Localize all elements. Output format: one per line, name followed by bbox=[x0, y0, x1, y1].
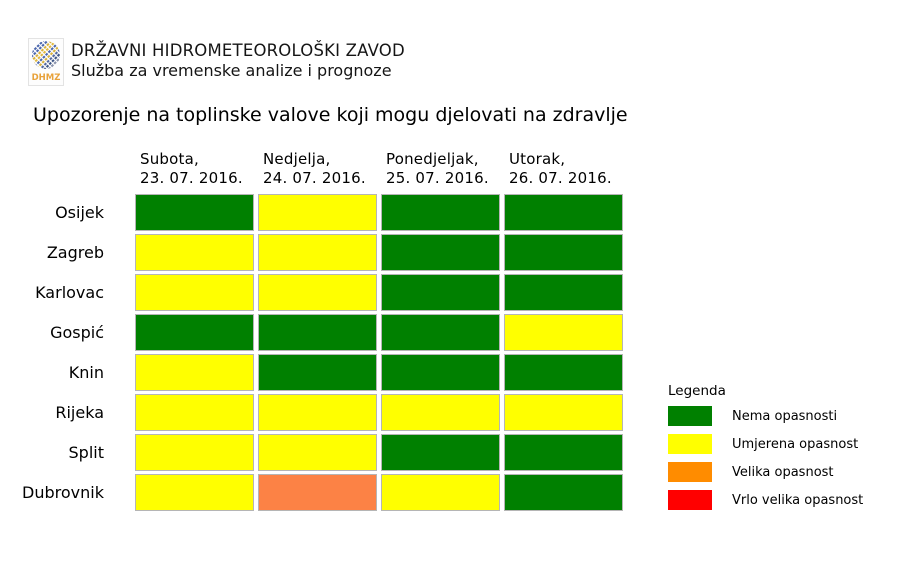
heatmap-cell bbox=[135, 474, 254, 511]
legend-item: Vrlo velika opasnost bbox=[668, 490, 888, 510]
legend-swatch bbox=[668, 462, 712, 482]
legend-items: Nema opasnosti Umjerena opasnost Velika op… bbox=[668, 406, 888, 510]
legend-label: Vrlo velika opasnost bbox=[732, 492, 864, 508]
heatmap-cell bbox=[504, 394, 623, 431]
heatmap-cell bbox=[381, 234, 500, 271]
heatmap-cell bbox=[504, 434, 623, 471]
legend: Legenda Nema opasnosti Umjerena opasnost V… bbox=[668, 383, 888, 518]
heatmap-cell bbox=[258, 434, 377, 471]
legend-title: Legenda bbox=[668, 383, 726, 399]
heatmap-cell bbox=[504, 474, 623, 511]
dept-name: Služba za vremenske analize i prognoze bbox=[71, 61, 392, 80]
column-header: Subota, 23. 07. 2016. bbox=[140, 150, 243, 187]
legend-item: Velika opasnost bbox=[668, 462, 888, 482]
row-label: Gospić bbox=[50, 322, 104, 342]
legend-label: Velika opasnost bbox=[732, 464, 834, 480]
heatmap-cell bbox=[381, 474, 500, 511]
heatmap-cell bbox=[258, 394, 377, 431]
column-header: Ponedjeljak, 25. 07. 2016. bbox=[386, 150, 489, 187]
legend-swatch bbox=[668, 406, 712, 426]
dhmz-logo: DHMZ bbox=[28, 38, 64, 86]
heatmap-cell bbox=[381, 394, 500, 431]
page-title: Upozorenje na toplinske valove koji mogu… bbox=[33, 104, 628, 126]
row-label: Karlovac bbox=[35, 282, 104, 302]
heatmap-cell bbox=[135, 194, 254, 231]
heatmap-cell bbox=[381, 314, 500, 351]
row-label: Rijeka bbox=[55, 402, 104, 422]
legend-swatch bbox=[668, 434, 712, 454]
column-header: Nedjelja, 24. 07. 2016. bbox=[263, 150, 366, 187]
column-header: Utorak, 26. 07. 2016. bbox=[509, 150, 612, 187]
heatmap-cell bbox=[258, 354, 377, 391]
heatmap-cell bbox=[381, 434, 500, 471]
heatmap-cell bbox=[504, 274, 623, 311]
heatmap-cell bbox=[258, 314, 377, 351]
heatmap-cell bbox=[504, 194, 623, 231]
heatmap-cell bbox=[258, 274, 377, 311]
row-label: Dubrovnik bbox=[22, 482, 104, 502]
heatmap-cell bbox=[135, 434, 254, 471]
heatmap-cell bbox=[504, 314, 623, 351]
heatmap-cell bbox=[135, 314, 254, 351]
org-name: DRŽAVNI HIDROMETEOROLOŠKI ZAVOD bbox=[71, 41, 405, 60]
heatmap-cell bbox=[258, 194, 377, 231]
heatmap-cell bbox=[135, 394, 254, 431]
heatmap-cell bbox=[135, 234, 254, 271]
legend-label: Umjerena opasnost bbox=[732, 436, 859, 452]
heatmap-cell bbox=[504, 354, 623, 391]
heatmap-cell bbox=[258, 474, 377, 511]
row-label: Split bbox=[68, 442, 104, 462]
heatmap-cell bbox=[135, 354, 254, 391]
heatmap-cell bbox=[135, 274, 254, 311]
row-label: Knin bbox=[68, 362, 104, 382]
row-label: Zagreb bbox=[46, 242, 104, 262]
dhmz-logo-text: DHMZ bbox=[32, 73, 61, 83]
heatmap-cell bbox=[381, 274, 500, 311]
heatmap-cell bbox=[504, 234, 623, 271]
legend-item: Umjerena opasnost bbox=[668, 434, 888, 454]
heatmap-cell bbox=[258, 234, 377, 271]
legend-swatch bbox=[668, 490, 712, 510]
heatmap-cell bbox=[381, 194, 500, 231]
dhmz-logo-icon: DHMZ bbox=[28, 38, 64, 86]
heatmap-cell bbox=[381, 354, 500, 391]
legend-label: Nema opasnosti bbox=[732, 408, 838, 424]
row-label: Osijek bbox=[55, 202, 104, 222]
legend-item: Nema opasnosti bbox=[668, 406, 888, 426]
